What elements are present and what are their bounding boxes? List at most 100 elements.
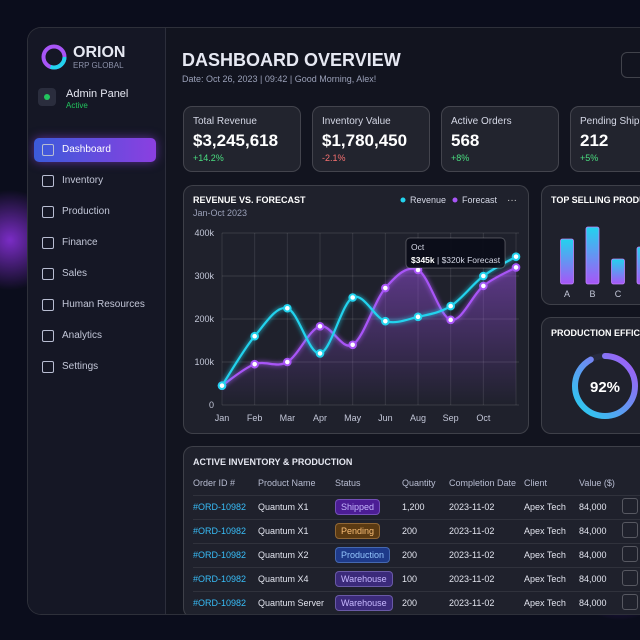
nav-item[interactable]: Settings [62,361,99,372]
kpi-label: Inventory Value [322,116,391,127]
bar [560,238,574,285]
kpi-change: +8% [451,153,470,163]
data-point [511,252,521,261]
legend-label: Forecast [462,195,498,205]
table-cell: 2023-11-02 [449,550,495,560]
y-tick-label: 0 [209,400,214,410]
row-divider [193,543,640,544]
legend-dot [452,197,458,203]
x-tick-label: May [344,413,362,423]
y-tick-label: 100k [194,357,214,367]
x-tick-label: Feb [247,413,263,423]
notification-button[interactable] [621,52,640,78]
status-badge: Shipped [335,499,381,515]
nav-item[interactable]: Human Resources [62,299,145,310]
table-cell: Quantum Server [258,598,325,608]
data-point [283,303,292,313]
table-cell: 1,200 [402,502,425,512]
nav-icon [42,206,54,218]
x-tick-label: Aug [410,413,426,423]
data-point [511,263,521,272]
legend-dot [400,197,406,203]
data-point [479,281,488,291]
table-cell: 84,000 [579,550,607,560]
row-action[interactable] [622,498,638,514]
table-cell: Quantum X4 [258,574,309,584]
revenue-panel: REVENUE VS. FORECAST Jan-Oct 2023 Revenue F… [183,185,529,434]
table-cell: 84,000 [579,502,607,512]
bar [611,258,625,285]
table-cell: #ORD-10982 [193,574,247,584]
nav-item[interactable]: Finance [62,237,98,248]
kpi-value: 212 [580,131,609,150]
user-status: Active [66,101,88,110]
bar [636,246,640,285]
chart-title: REVENUE VS. FORECAST [193,195,306,205]
gauge-arc [572,353,638,419]
y-tick-label: 400k [194,228,214,238]
avatar [38,88,56,106]
kpi-value: $3,245,618 [193,131,279,150]
x-tick-label: B [589,289,595,299]
row-action[interactable] [622,570,638,586]
kpi-value: 568 [451,131,480,150]
row-action[interactable] [622,546,638,562]
kpi-value: $1,780,450 [322,131,408,150]
nav-item[interactable]: Sales [62,268,88,279]
data-point [250,331,259,341]
gauge-chart: PRODUCTION EFFICIENCY 92% [551,328,640,419]
nav-item[interactable]: Inventory [62,175,104,186]
legend-label: Revenue [410,195,446,205]
column-header: Product Name [258,478,316,488]
status-badge: Pending [335,523,381,539]
bar [585,226,600,285]
x-tick-label: Mar [280,413,296,423]
column-header: Value ($) [579,478,615,488]
nav-icon [42,299,54,311]
data-point [217,381,227,390]
table-cell: 2023-11-02 [449,502,495,512]
row-action[interactable] [622,594,638,610]
status-badge: Warehouse [335,595,393,611]
nav-item[interactable]: Analytics [62,330,103,341]
row-divider [193,495,640,496]
forecast-area [222,267,517,405]
x-tick-label: Jan [215,413,230,423]
bar-chart: TOP SELLING PRODUCTS A B C [551,195,640,299]
series-line [221,255,517,387]
series-line [221,266,517,387]
data-point [348,340,357,350]
sidebar: ORION ERP GLOBAL Admin Panel Active Dash… [28,28,166,614]
status-badge: Warehouse [335,571,393,587]
x-tick-label: A [564,289,570,299]
table-cell: 100 [402,574,418,584]
row-divider [193,567,640,568]
kpi-change: +14.2% [193,153,224,163]
table-cell: Apex Tech [524,574,566,584]
nav-item[interactable]: Dashboard [62,144,111,155]
table-cell: 200 [402,526,418,536]
kpi-change: -2.1% [322,153,346,163]
gauge-label: 92% [590,379,620,396]
table-cell: 2023-11-02 [449,598,495,608]
row-divider [193,591,640,592]
status-badge: Production [335,547,391,563]
row-action[interactable] [622,522,638,538]
column-header: Order ID # [193,478,236,488]
table-cell: #ORD-10982 [193,502,247,512]
table-cell: Quantum X1 [258,526,309,536]
table-cell: 200 [402,550,418,560]
x-tick-label: Sep [443,413,459,423]
tooltip-title: Oct [411,242,425,252]
kpi-card: Inventory Value $1,780,450 -2.1% [312,106,430,172]
nav-item[interactable]: Production [62,206,110,217]
table-title: ACTIVE INVENTORY & PRODUCTION [193,457,353,467]
tooltip-value: $345k [411,255,435,265]
kpi-card: Total Revenue $3,245,618 +14.2% [183,106,301,172]
page-title: DASHBOARD OVERVIEW [182,50,401,70]
table-cell: 200 [402,598,418,608]
data-point [348,293,357,302]
nav-icon [42,268,54,280]
table-cell: Apex Tech [524,526,566,536]
